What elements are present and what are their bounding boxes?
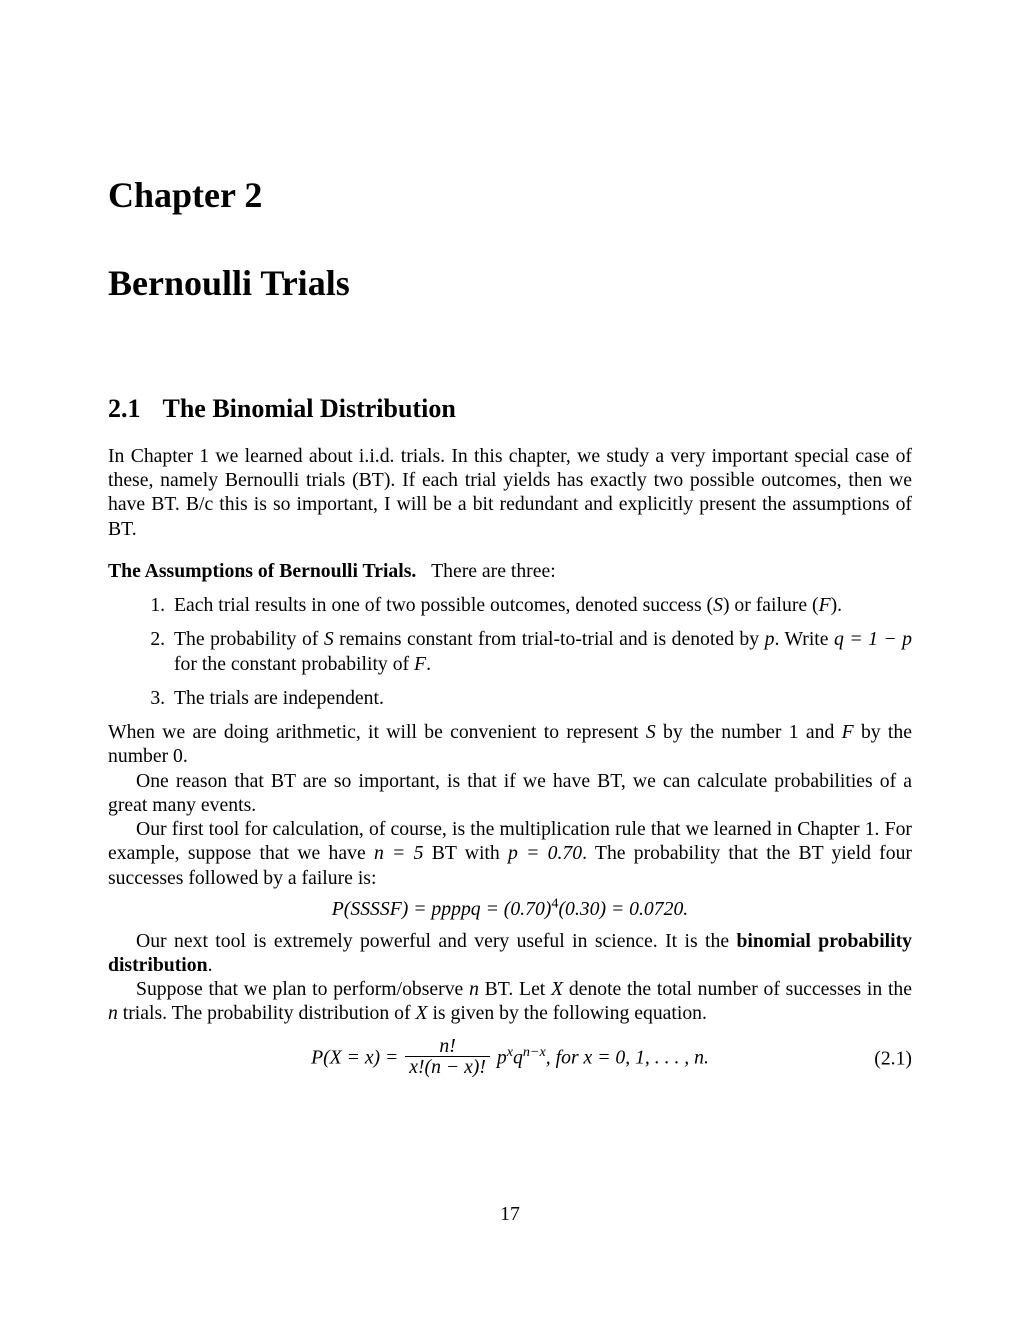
- section-title-text: The Binomial Distribution: [163, 394, 456, 423]
- para-first-tool: Our first tool for calculation, of cours…: [108, 817, 912, 890]
- assumptions-lead: There are three:: [431, 560, 556, 582]
- chapter-number: Chapter 2: [108, 174, 912, 216]
- equation-ssssf: P(SSSSF) = ppppq = (0.70)4(0.30) = 0.072…: [108, 898, 912, 921]
- binomial-fraction: n!x!(n − x)!: [405, 1036, 490, 1078]
- para-representation: When we are doing arithmetic, it will be…: [108, 720, 912, 768]
- content-area: Chapter 2 Bernoulli Trials 2.1 The Binomi…: [108, 174, 912, 1088]
- para-suppose: Suppose that we plan to perform/observe …: [108, 977, 912, 1025]
- page: Chapter 2 Bernoulli Trials 2.1 The Binomi…: [0, 0, 1020, 1320]
- section-number: 2.1: [108, 394, 141, 424]
- equation-2-1: P(X = x) = n!x!(n − x)! pxqn−x, for x = …: [108, 1038, 912, 1080]
- section-heading: 2.1 The Binomial Distribution: [108, 394, 912, 424]
- assumption-item-3: The trials are independent.: [170, 686, 912, 710]
- page-number: 17: [0, 1203, 1020, 1226]
- assumptions-list: Each trial results in one of two possibl…: [108, 593, 912, 710]
- equation-2-1-wrap: P(X = x) = n!x!(n − x)! pxqn−x, for x = …: [108, 1038, 912, 1080]
- assumptions-runhead: The Assumptions of Bernoulli Trials.: [108, 560, 416, 582]
- assumption-item-2: The probability of S remains constant fr…: [170, 627, 912, 675]
- para-next-tool: Our next tool is extremely powerful and …: [108, 929, 912, 977]
- assumptions-heading-line: The Assumptions of Bernoulli Trials. The…: [108, 559, 912, 583]
- equation-number: (2.1): [874, 1047, 912, 1070]
- assumption-item-1: Each trial results in one of two possibl…: [170, 593, 912, 617]
- intro-paragraph: In Chapter 1 we learned about i.i.d. tri…: [108, 444, 912, 541]
- chapter-title: Bernoulli Trials: [108, 262, 912, 304]
- para-reason: One reason that BT are so important, is …: [108, 769, 912, 817]
